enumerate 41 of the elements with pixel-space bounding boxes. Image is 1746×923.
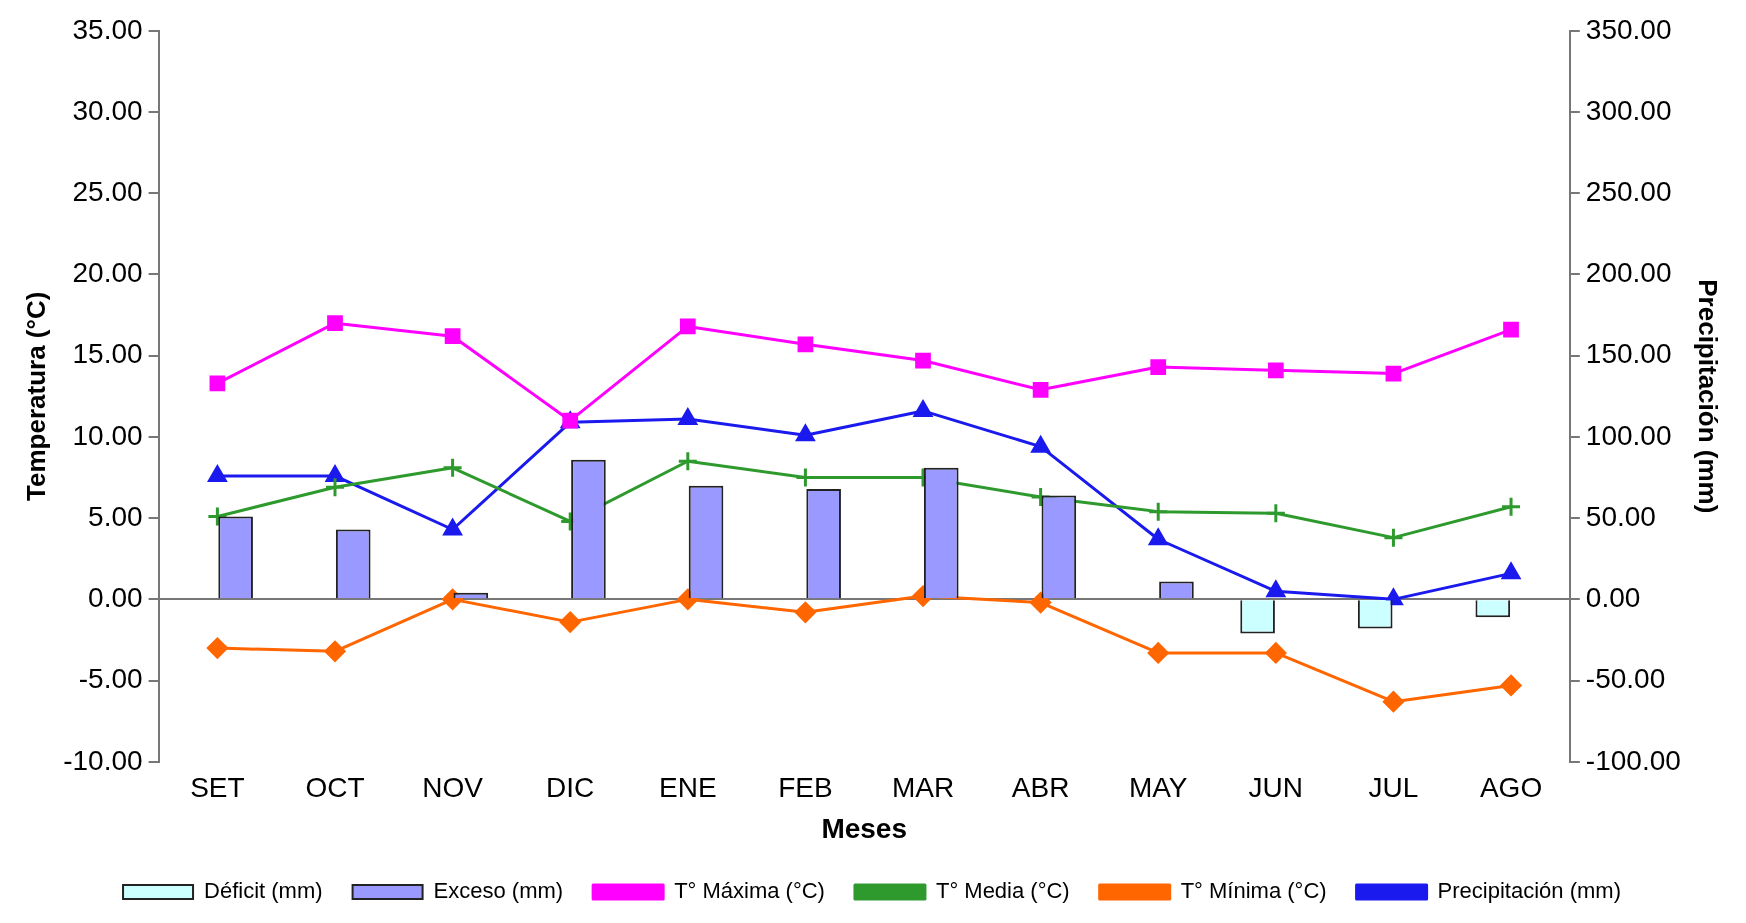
legend-label: Exceso (mm): [433, 878, 564, 904]
y2-tick-label: 150.00: [1585, 338, 1672, 370]
legend-label: Déficit (mm): [204, 878, 323, 904]
x-tick-label: OCT: [305, 772, 365, 804]
y2-axis-title: Precipitación (mm): [1693, 279, 1724, 514]
y2-tick-label: 200.00: [1585, 257, 1672, 289]
y2-tick-label: 100.00: [1585, 419, 1672, 451]
x-tick-label: DIC: [546, 772, 595, 804]
y2-tick-label: -100.00: [1585, 744, 1681, 776]
y2-tick-label: 50.00: [1585, 500, 1656, 532]
legend-label: T° Máxima (°C): [674, 878, 825, 904]
x-tick-label: JUL: [1368, 772, 1419, 804]
legend-label: Precipitación (mm): [1437, 878, 1621, 904]
y2-tick-label: 300.00: [1585, 94, 1672, 126]
x-tick-label: MAY: [1128, 772, 1188, 804]
legend-label: T° Media (°C): [935, 878, 1070, 904]
x-tick-label: SET: [190, 772, 245, 804]
y-tick-label: -10.00: [63, 744, 143, 776]
y-tick-label: 15.00: [72, 338, 143, 370]
y2-tick-label: -50.00: [1585, 663, 1666, 695]
x-tick-label: MAR: [891, 772, 955, 804]
y-tick-label: 5.00: [88, 500, 143, 532]
x-tick-label: ENE: [659, 772, 717, 804]
y2-tick-label: 250.00: [1585, 175, 1672, 207]
x-axis-title: Meses: [821, 812, 908, 844]
y-tick-label: 10.00: [72, 419, 143, 451]
y-axis-title: Temperatura (°C): [20, 291, 51, 501]
legend-label: T° Mínima (°C): [1180, 878, 1327, 904]
x-tick-label: ABR: [1011, 772, 1070, 804]
y2-tick-label: 0.00: [1585, 582, 1641, 614]
x-tick-label: NOV: [422, 772, 484, 804]
y-tick-label: 20.00: [72, 257, 143, 289]
y-tick-label: 30.00: [72, 94, 143, 126]
x-tick-label: FEB: [778, 772, 833, 804]
y2-tick-label: 350.00: [1585, 13, 1672, 45]
y-tick-label: 0.00: [88, 582, 143, 614]
y-tick-label: -5.00: [78, 663, 143, 695]
x-tick-label: AGO: [1479, 772, 1543, 804]
x-tick-label: JUN: [1248, 772, 1304, 804]
y-tick-label: 25.00: [72, 175, 143, 207]
y-tick-label: 35.00: [72, 13, 143, 45]
